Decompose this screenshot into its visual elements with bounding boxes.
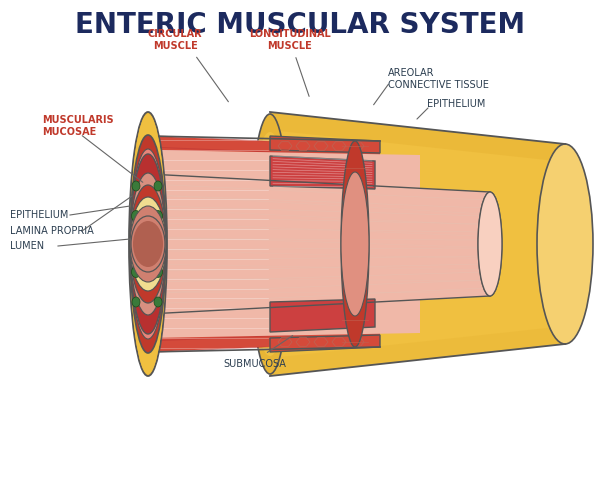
Text: LAMINA PROPRIA: LAMINA PROPRIA xyxy=(10,226,94,236)
Ellipse shape xyxy=(130,206,166,282)
Ellipse shape xyxy=(130,150,166,338)
Polygon shape xyxy=(270,299,375,332)
Polygon shape xyxy=(270,136,380,153)
Ellipse shape xyxy=(132,297,140,307)
Ellipse shape xyxy=(478,192,502,296)
Ellipse shape xyxy=(154,210,163,221)
Ellipse shape xyxy=(250,114,290,374)
Ellipse shape xyxy=(130,186,166,302)
Ellipse shape xyxy=(130,198,166,290)
Ellipse shape xyxy=(155,239,164,250)
Ellipse shape xyxy=(134,261,142,271)
Ellipse shape xyxy=(154,223,162,233)
Ellipse shape xyxy=(154,266,163,277)
Ellipse shape xyxy=(478,192,502,296)
Ellipse shape xyxy=(130,197,166,291)
Polygon shape xyxy=(270,335,380,352)
Polygon shape xyxy=(270,112,565,376)
Polygon shape xyxy=(270,326,565,376)
Ellipse shape xyxy=(134,222,162,266)
Ellipse shape xyxy=(154,269,162,279)
Ellipse shape xyxy=(154,239,162,249)
Ellipse shape xyxy=(341,141,369,347)
Text: MUSCULARIS
MUCOSAE: MUSCULARIS MUCOSAE xyxy=(42,115,113,137)
Ellipse shape xyxy=(131,210,140,221)
Ellipse shape xyxy=(130,173,166,315)
Polygon shape xyxy=(148,150,420,338)
Ellipse shape xyxy=(130,114,166,374)
Text: LUMEN: LUMEN xyxy=(10,241,44,251)
Ellipse shape xyxy=(131,139,165,349)
Ellipse shape xyxy=(134,217,142,227)
Ellipse shape xyxy=(131,216,165,272)
Ellipse shape xyxy=(154,209,162,219)
Ellipse shape xyxy=(154,181,162,191)
Ellipse shape xyxy=(130,206,166,282)
Ellipse shape xyxy=(130,149,166,339)
Text: CIRCULAR
MUSCLE: CIRCULAR MUSCLE xyxy=(148,29,202,51)
Text: EPITHELIUM: EPITHELIUM xyxy=(427,99,485,109)
Polygon shape xyxy=(270,156,375,189)
Text: EPITHELIUM: EPITHELIUM xyxy=(10,210,68,220)
Ellipse shape xyxy=(250,132,290,356)
Ellipse shape xyxy=(130,135,166,353)
Text: SUBMUCOSA: SUBMUCOSA xyxy=(224,359,286,369)
Ellipse shape xyxy=(130,174,166,314)
Ellipse shape xyxy=(154,255,162,265)
Ellipse shape xyxy=(133,221,163,267)
Ellipse shape xyxy=(154,297,162,307)
Ellipse shape xyxy=(132,181,140,191)
Ellipse shape xyxy=(131,266,140,277)
Ellipse shape xyxy=(130,114,166,374)
Ellipse shape xyxy=(130,156,166,332)
Ellipse shape xyxy=(537,144,593,344)
Polygon shape xyxy=(155,174,490,314)
Ellipse shape xyxy=(130,136,166,352)
Ellipse shape xyxy=(341,172,369,316)
Text: AREOLAR
CONNECTIVE TISSUE: AREOLAR CONNECTIVE TISSUE xyxy=(388,68,489,90)
Polygon shape xyxy=(270,112,565,162)
Ellipse shape xyxy=(129,112,167,376)
Text: LONGITUDINAL
MUSCLE: LONGITUDINAL MUSCLE xyxy=(249,29,331,51)
Ellipse shape xyxy=(130,185,166,303)
Text: ENTERIC MUSCULAR SYSTEM: ENTERIC MUSCULAR SYSTEM xyxy=(75,11,525,39)
Polygon shape xyxy=(148,136,380,352)
Ellipse shape xyxy=(130,154,166,334)
Ellipse shape xyxy=(132,216,164,272)
Ellipse shape xyxy=(131,239,140,250)
